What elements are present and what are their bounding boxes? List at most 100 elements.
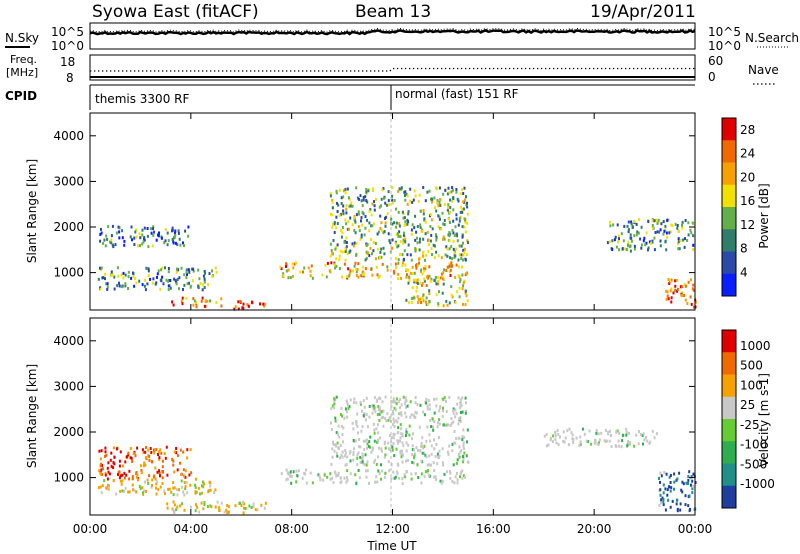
echo-cell: [148, 474, 151, 478]
x-tick-label: 20:00: [577, 522, 612, 536]
echo-cell: [194, 477, 197, 481]
echo-cell: [112, 446, 115, 450]
echo-cell: [330, 428, 333, 432]
echo-cell: [349, 269, 352, 273]
echo-cell: [147, 448, 150, 452]
echo-cell: [331, 447, 334, 451]
echo-cell: [237, 307, 240, 311]
echo-cell: [442, 304, 445, 308]
echo-cell: [461, 208, 464, 212]
echo-cell: [377, 408, 380, 412]
echo-cell: [154, 477, 157, 481]
echo-cell: [405, 268, 408, 272]
echo-cell: [390, 477, 393, 481]
echo-cell: [197, 268, 200, 272]
echo-cell: [545, 432, 548, 436]
echo-cell: [132, 271, 134, 275]
echo-cell: [339, 456, 341, 460]
echo-cell: [164, 228, 167, 232]
echo-cell: [427, 473, 430, 477]
echo-cell: [629, 442, 631, 446]
echo-cell: [458, 244, 461, 248]
echo-cell: [124, 284, 127, 288]
echo-cell: [440, 481, 443, 485]
echo-cell: [331, 455, 334, 459]
echo-cell: [414, 396, 417, 399]
echo-cell: [687, 221, 690, 225]
echo-cell: [373, 200, 375, 204]
echo-cell: [454, 225, 457, 229]
echo-cell: [409, 400, 412, 404]
echo-cell: [155, 492, 158, 496]
echo-cell: [184, 487, 187, 491]
echo-cell: [329, 270, 332, 274]
echo-cell: [459, 192, 462, 196]
echo-cell: [449, 210, 452, 214]
echo-cell: [348, 227, 351, 231]
echo-cell: [209, 484, 212, 488]
echo-cell: [160, 279, 163, 283]
echo-cell: [121, 473, 124, 477]
echo-cell: [340, 229, 343, 232]
echo-cell: [662, 483, 665, 487]
echo-cell: [361, 223, 364, 227]
echo-cell: [365, 396, 368, 400]
echo-cell: [185, 276, 188, 280]
echo-cell: [167, 487, 170, 491]
nsearch-label: N.Search: [745, 31, 799, 45]
echo-cell: [226, 511, 229, 515]
echo-cell: [449, 424, 452, 427]
echo-cell: [345, 211, 348, 215]
echo-cell: [421, 451, 424, 455]
echo-cell: [150, 485, 153, 489]
echo-cell: [357, 469, 360, 472]
echo-cell: [400, 427, 403, 431]
echo-cell: [612, 223, 615, 227]
echo-cell: [106, 282, 109, 286]
echo-cell: [433, 475, 436, 479]
echo-cell: [443, 237, 446, 241]
echo-cell: [398, 476, 401, 480]
echo-cell: [367, 189, 370, 193]
echo-cell: [176, 454, 179, 457]
colorbar-segment: [722, 441, 736, 464]
echo-cell: [335, 473, 338, 477]
colorbar-tick-label: 24: [740, 147, 755, 161]
echo-cell: [378, 446, 380, 450]
echo-cell: [172, 239, 175, 243]
echo-cell: [386, 268, 389, 272]
echo-cell: [172, 241, 175, 245]
echo-cell: [386, 212, 389, 216]
echo-cell: [436, 275, 439, 279]
colorbar-segment: [722, 273, 736, 297]
echo-cell: [422, 209, 425, 213]
echo-cell: [681, 223, 683, 227]
echo-cell: [289, 470, 292, 474]
echo-cell: [357, 431, 359, 435]
echo-cell: [621, 247, 624, 251]
echo-cell: [639, 433, 642, 436]
echo-cell: [147, 267, 150, 271]
echo-cell: [355, 241, 358, 245]
echo-cell: [462, 444, 465, 448]
echo-cell: [463, 451, 466, 455]
echo-cell: [630, 239, 633, 243]
echo-cell: [463, 251, 466, 254]
echo-cell: [676, 224, 679, 227]
echo-cell: [341, 231, 344, 235]
echo-cell: [333, 406, 336, 410]
echo-cell: [367, 251, 369, 255]
echo-cell: [691, 487, 694, 491]
echo-cell: [176, 277, 179, 281]
echo-cell: [135, 281, 138, 285]
echo-cell: [441, 461, 444, 465]
echo-cell: [432, 428, 435, 432]
echo-cell: [421, 252, 424, 256]
echo-cell: [209, 481, 212, 485]
echo-cell: [342, 440, 344, 444]
echo-cell: [330, 212, 332, 216]
echo-cell: [435, 282, 438, 286]
echo-cell: [392, 432, 395, 436]
echo-cell: [405, 192, 408, 196]
echo-cell: [424, 264, 427, 268]
